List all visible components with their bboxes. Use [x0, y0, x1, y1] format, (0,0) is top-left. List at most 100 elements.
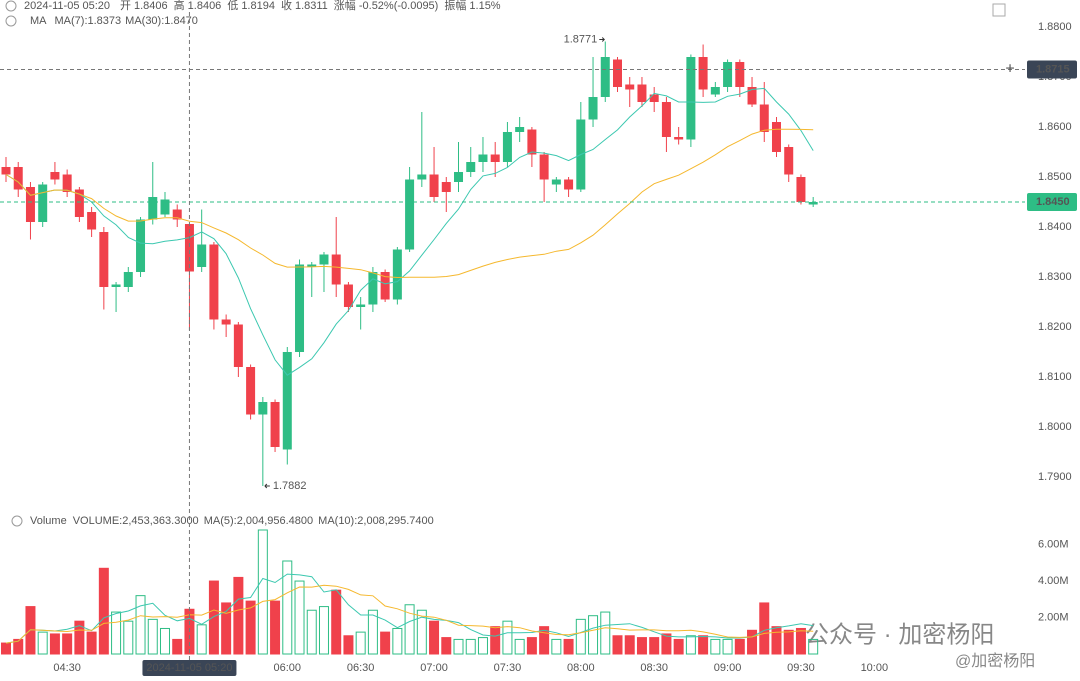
- candle-body: [600, 57, 610, 97]
- volume-bar: [441, 637, 452, 655]
- candle-body: [123, 272, 133, 287]
- volume-bar: [661, 633, 672, 655]
- collapse-icon[interactable]: [11, 515, 23, 527]
- candle-body: [50, 172, 60, 180]
- header-label: 开: [120, 0, 131, 12]
- volume-bar: [294, 580, 305, 655]
- volume-bar: [526, 637, 537, 655]
- volume-bar: [514, 638, 525, 655]
- header-value: 1.8311: [295, 0, 328, 12]
- volume-bar: [86, 631, 97, 655]
- candle-body: [429, 174, 439, 197]
- y-tick-label: 1.8500: [1038, 171, 1072, 183]
- x-tick-label: 10:00: [861, 662, 889, 674]
- ma-line: [5, 87, 814, 376]
- volume-bar: [490, 626, 501, 655]
- volume-bar: [196, 624, 207, 655]
- candle-body: [723, 62, 733, 87]
- candle-body: [478, 154, 488, 162]
- volume-bar: [111, 611, 122, 655]
- candle-body: [62, 174, 72, 192]
- candle-body: [233, 324, 243, 367]
- candle-body: [148, 197, 158, 220]
- crosshair-price-label: 1.8715: [1036, 63, 1070, 75]
- volume-bar: [282, 560, 293, 655]
- x-tick-label: 08:30: [640, 662, 668, 674]
- volume-bar: [539, 626, 550, 655]
- volume-bar: [575, 618, 586, 655]
- volume-bar: [722, 638, 733, 655]
- volume-bar: [380, 631, 391, 655]
- candle-body: [356, 304, 366, 307]
- y-tick-label: 1.8000: [1038, 421, 1072, 433]
- candle-body: [282, 352, 292, 450]
- x-tick-label: 04:30: [53, 662, 81, 674]
- candle-body: [172, 209, 182, 220]
- header: 2024-11-05 05:20: [24, 0, 110, 12]
- candle-body: [784, 147, 794, 175]
- volume-bar: [416, 609, 427, 655]
- volume-bar: [734, 638, 745, 655]
- candle-body: [502, 132, 512, 162]
- y-tick-label: 1.8300: [1038, 271, 1072, 283]
- y-tick-label: 1.8600: [1038, 121, 1072, 133]
- collapse-icon[interactable]: [5, 0, 17, 12]
- candle-body: [38, 184, 48, 222]
- candle-body: [258, 402, 268, 415]
- volume-bar: [588, 615, 599, 655]
- volume-legend: VOLUME:2,453,363.3000: [73, 515, 199, 527]
- collapse-icon[interactable]: [5, 15, 17, 27]
- candle-body: [221, 319, 231, 325]
- candle-body: [13, 167, 23, 190]
- candle-body: [515, 127, 525, 132]
- candle-body: [343, 284, 353, 307]
- volume-bar: [698, 635, 709, 655]
- high-annotation: 1.8771: [564, 33, 598, 45]
- candle-body: [417, 174, 427, 180]
- candle-body: [490, 154, 500, 162]
- last-price-box: [1027, 193, 1077, 211]
- volume-bar: [795, 627, 806, 655]
- candle-body: [735, 62, 745, 87]
- arrow: [599, 37, 605, 42]
- candle-body: [710, 87, 720, 95]
- crosshair-time-box: [142, 660, 237, 676]
- candle-body: [649, 94, 659, 102]
- header-value: 1.8194: [241, 0, 275, 12]
- volume-legend: MA(5):2,004,956.4800: [204, 515, 313, 527]
- x-tick-label: 09:00: [714, 662, 742, 674]
- candle-body: [270, 402, 280, 447]
- fullscreen-icon[interactable]: [992, 3, 1006, 17]
- volume-bar: [123, 620, 134, 655]
- candle-body: [99, 232, 109, 287]
- volume-bar: [367, 609, 378, 655]
- volume-bar: [343, 635, 354, 655]
- candle-body: [564, 179, 574, 190]
- volume-bar: [331, 589, 342, 655]
- candle-body: [111, 284, 121, 287]
- y-tick-label: 1.8200: [1038, 321, 1072, 333]
- candle-body: [197, 244, 207, 267]
- volume-bar: [49, 633, 60, 655]
- crosshair-plus: +: [1005, 61, 1014, 78]
- y2-tick-label: 2.00M: [1038, 611, 1069, 623]
- candle-body: [136, 219, 146, 272]
- candle-body: [160, 199, 170, 215]
- header-value: 1.8406: [188, 0, 222, 12]
- candle-body: [527, 129, 537, 155]
- volume-bar: [624, 635, 635, 655]
- candle-body: [466, 162, 476, 172]
- watermark: 公众号 · 加密杨阳: [805, 621, 994, 648]
- volume-bar: [783, 629, 794, 655]
- candle-body: [771, 122, 781, 152]
- candle-body: [307, 264, 317, 267]
- volume-bar: [245, 600, 256, 655]
- x-tick-label: 07:00: [420, 662, 448, 674]
- volume-ma-line: [5, 584, 814, 644]
- volume-bar: [172, 638, 183, 655]
- x-tick-label: 06:30: [347, 662, 375, 674]
- volume-bar: [612, 635, 623, 655]
- volume-bar: [404, 604, 415, 655]
- volume-bar: [502, 620, 513, 655]
- volume-bar: [257, 529, 268, 655]
